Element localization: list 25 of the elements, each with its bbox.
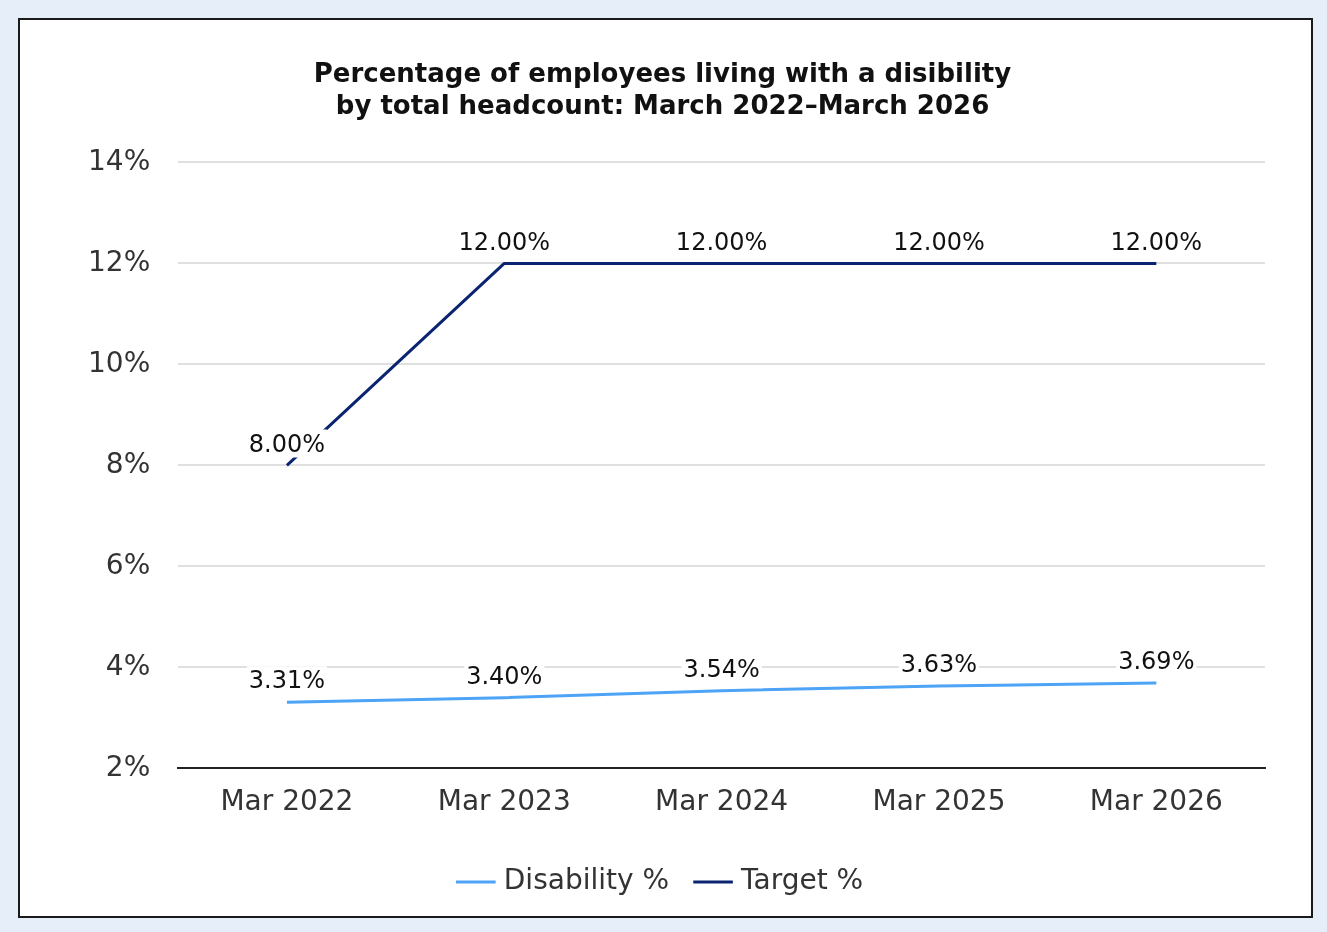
legend-label: Disability % [503,863,670,897]
data-label: 3.31% [248,666,326,695]
chart-title: Percentage of employees living with a disibility by total headcount: March 2022–March 2026 [313,58,1012,120]
x-tick-label: Mar 2025 [872,784,1006,818]
x-tick-label: Mar 2022 [220,784,354,818]
x-tick-label: Mar 2023 [437,784,571,818]
data-label: 12.00% [458,227,551,256]
y-tick-label: 10% [88,345,151,379]
x-tick-label: Mar 2026 [1089,784,1223,818]
y-tick-label: 8% [105,446,151,480]
y-tick-label: 14% [88,143,151,177]
data-label: 3.63% [900,650,978,679]
x-tick-label: Mar 2024 [655,784,789,818]
data-label: 3.40% [466,661,543,690]
y-tick-label: 12% [88,244,151,278]
data-label: 8.00% [248,429,326,458]
data-label: 12.00% [893,227,985,256]
data-label: 12.00% [675,227,768,256]
data-label: 3.69% [1118,647,1195,676]
y-tick-label: 2% [105,749,151,783]
data-label: 3.54% [683,654,760,683]
y-tick-label: 4% [105,648,151,682]
data-label: 12.00% [1110,227,1203,256]
legend-label: Target % [740,863,864,897]
y-tick-label: 6% [105,547,151,581]
